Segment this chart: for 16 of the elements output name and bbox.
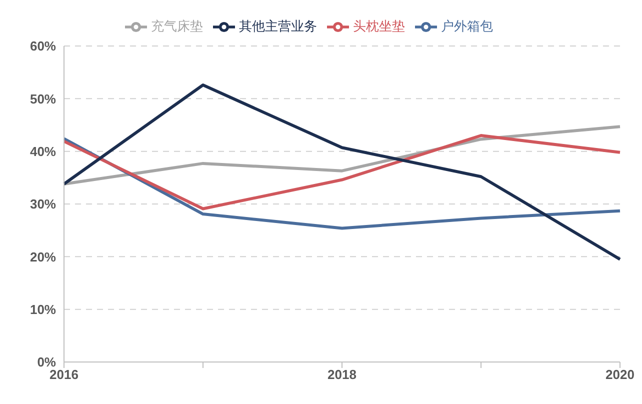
x-tick-label: 2016 bbox=[50, 367, 78, 382]
line-series bbox=[62, 83, 622, 261]
y-tick-label: 40% bbox=[30, 144, 56, 159]
y-tick-label: 0% bbox=[37, 354, 56, 370]
x-tick-label: 2018 bbox=[328, 367, 356, 382]
y-tick-label: 10% bbox=[30, 302, 56, 317]
line-series bbox=[62, 134, 622, 210]
legend-label: 其他主营业务 bbox=[239, 18, 317, 34]
y-tick-label: 30% bbox=[30, 196, 56, 212]
legend-label: 充气床垫 bbox=[151, 18, 203, 34]
legend-label: 户外箱包 bbox=[441, 18, 493, 34]
y-tick-label: 20% bbox=[30, 249, 56, 264]
y-tick-label: 60% bbox=[30, 38, 56, 54]
y-tick-label: 50% bbox=[30, 91, 56, 106]
legend-label: 头枕坐垫 bbox=[353, 18, 405, 34]
x-tick-label: 2020 bbox=[606, 367, 634, 382]
